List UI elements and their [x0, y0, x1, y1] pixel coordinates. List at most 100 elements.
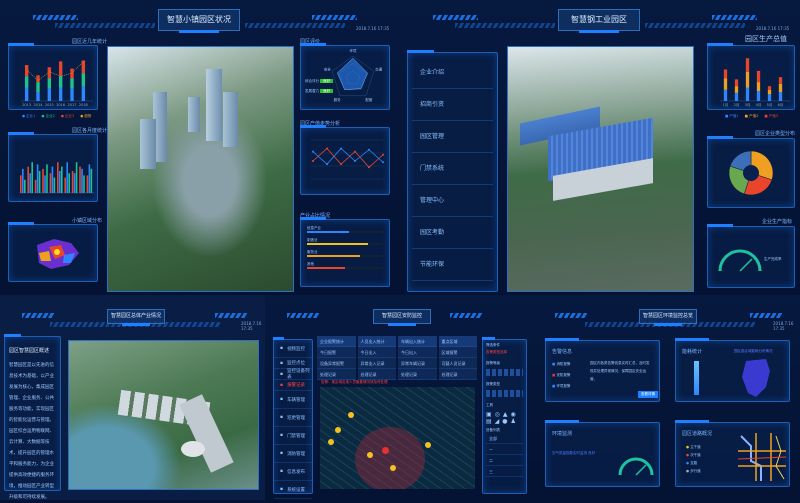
- side-nav: ▪ 视频监控 ▪ 监控点位 ▪ 监控设备列表 ▪ 报警记录 ▪ 车辆管理 ▪ 巡更管理 ▪ 门禁管理 ▪ 消防…: [273, 337, 313, 499]
- side-nav-item[interactable]: ▪ 视频监控: [274, 340, 312, 358]
- road-map: [737, 433, 787, 481]
- menu-item[interactable]: 企业介绍: [412, 57, 493, 89]
- table-row[interactable]: 处理记录: [398, 369, 437, 380]
- device-list-item[interactable]: 一: [486, 444, 523, 455]
- environment-panel: 环境监测 空气质量指数实时监测 良好: [545, 420, 660, 487]
- dashboard-security-monitoring: 智慧园区安防监控 ▪ 视频监控 ▪ 监控点位 ▪ 监控设备列表 ▪ 报警记录 ▪ 车辆管理 ▪ 巡更管…: [265, 295, 535, 500]
- x-tick-label: 2016: [56, 103, 65, 107]
- bar-segment: [47, 67, 52, 79]
- bar-segment: [58, 75, 63, 88]
- side-nav-item[interactable]: ▪ 监控点位: [274, 358, 312, 369]
- bar: [49, 173, 52, 193]
- line-chart: [311, 139, 385, 180]
- pie-center: [743, 165, 759, 181]
- tool-icons[interactable]: ▣◎▲◉ ▤◢●♟: [486, 411, 519, 425]
- side-nav-item[interactable]: ▪ 门禁管理: [274, 427, 312, 445]
- side-nav-item[interactable]: ▪ 车辆管理: [274, 391, 312, 409]
- alarm-row[interactable]: ■ 安防报警: [552, 373, 571, 377]
- x-tick-label: 6月: [778, 102, 784, 107]
- bar: [42, 168, 44, 193]
- view-details-button[interactable]: 查看详情: [638, 391, 658, 398]
- side-nav-item[interactable]: ▪ 巡更管理: [274, 409, 312, 427]
- stats-tables: 企业报警统计 今日报警 设备异常报警 处理记录 人员出入统计 今日出入 异常出入记录 处理记录…: [317, 336, 477, 380]
- stats-table: 重点区域 区域报警 可疑人员记录 处理记录: [438, 336, 477, 380]
- data-point: [354, 150, 356, 153]
- bar-segment: [756, 82, 761, 92]
- timestamp: 2018.7.16 17:35: [241, 321, 262, 331]
- progress-title: 产业占比情况: [300, 213, 331, 219]
- header-stripe: [750, 313, 782, 318]
- menu-item[interactable]: 园区考勤: [412, 217, 493, 249]
- table-row[interactable]: 今日出入: [357, 347, 396, 358]
- pie-chart: [728, 150, 774, 196]
- table-row[interactable]: 处理记录: [317, 369, 356, 380]
- pie-title: 园区企业类型分布: [755, 131, 796, 137]
- building: [223, 92, 238, 147]
- type-buttons[interactable]: [486, 390, 523, 397]
- progress-label: 信息产业: [307, 226, 321, 230]
- alarm-row[interactable]: ■ 环境报警: [552, 384, 571, 388]
- menu-item[interactable]: 节能环保: [412, 249, 493, 281]
- side-nav-item[interactable]: ▪ 消防管理: [274, 445, 312, 463]
- gauge-title: 企业生产指标: [762, 219, 793, 225]
- bar: [81, 168, 83, 193]
- side-nav-item[interactable]: ▪ 监控设备列表: [274, 369, 312, 380]
- header-stripe: [22, 313, 54, 318]
- bar-segment: [745, 58, 750, 72]
- camera-marker[interactable]: [425, 442, 431, 448]
- town-aerial-photo: [107, 46, 294, 292]
- header-stripe: [645, 23, 745, 28]
- bar: [27, 166, 29, 193]
- bar: [83, 175, 85, 193]
- menu-item[interactable]: 招商引资: [412, 89, 493, 121]
- bar-segment: [723, 78, 728, 90]
- menu-item[interactable]: 园区管理: [412, 121, 493, 153]
- camera-marker[interactable]: [390, 465, 396, 471]
- alert-message[interactable]: 告警：某区域出现人员聚集情况请及时处理: [321, 380, 388, 384]
- rating-badges: 综合评分 良好 发展潜力 良好: [305, 76, 334, 96]
- progress-fill: [307, 231, 349, 233]
- city-map[interactable]: [320, 387, 475, 489]
- alert-marker[interactable]: [382, 447, 389, 454]
- side-nav-item[interactable]: ▪ 信息发布: [274, 463, 312, 481]
- table-row[interactable]: 今日报警: [317, 347, 356, 358]
- level-buttons[interactable]: [486, 369, 523, 376]
- bar-segment: [70, 78, 74, 89]
- bar-segment: [723, 69, 728, 79]
- device-list-item[interactable]: 二: [486, 455, 523, 466]
- overview-panel: 园区智慧园区概述 智慧园区是以先进的信息技术为基础，以产业发展为核心，集成园区管…: [4, 334, 61, 500]
- bar-segment: [24, 87, 29, 101]
- table-row[interactable]: 区域报警: [438, 347, 477, 358]
- table-row[interactable]: 设备异常报警: [317, 358, 356, 369]
- camera-marker[interactable]: [335, 427, 341, 433]
- device-list-item[interactable]: 三: [486, 466, 523, 477]
- table-row[interactable]: 处理记录: [438, 369, 477, 380]
- campus-building: [179, 394, 234, 473]
- menu-item[interactable]: 管理中心: [412, 185, 493, 217]
- table-row[interactable]: 异常出入记录: [357, 358, 396, 369]
- header-stripe: [215, 313, 247, 318]
- filter-title: 筛选条件: [486, 343, 500, 347]
- bar: [90, 168, 93, 193]
- table-row[interactable]: 可疑人员记录: [438, 358, 477, 369]
- side-nav-item[interactable]: ▪ 报警记录: [274, 380, 312, 391]
- table-row[interactable]: 处理记录: [357, 369, 396, 380]
- gauge-chart: [718, 249, 762, 272]
- table-row[interactable]: 今日出入: [398, 347, 437, 358]
- page-title: 智慧小镇园区状况: [158, 9, 240, 33]
- menu-item[interactable]: 门禁系统: [412, 153, 493, 185]
- bar-segment: [778, 83, 783, 92]
- side-nav-item[interactable]: ▪ 系统设置: [274, 481, 312, 499]
- camera-marker[interactable]: [367, 452, 373, 458]
- header-stripe: [287, 313, 319, 318]
- device-list-item[interactable]: 全部: [486, 433, 523, 444]
- header-stripe: [433, 15, 478, 20]
- alarm-row[interactable]: ■ 消防报警: [552, 362, 571, 366]
- x-tick-label: 1月: [723, 102, 729, 107]
- progress-item: 其他: [307, 262, 383, 269]
- camera-marker[interactable]: [348, 412, 354, 418]
- table-row[interactable]: 异常车辆记录: [398, 358, 437, 369]
- camera-marker[interactable]: [328, 439, 334, 445]
- roads-panel: 园区道路概况 ● 主干道 ● 次干道 ● 支路 ● 步行道: [675, 420, 790, 487]
